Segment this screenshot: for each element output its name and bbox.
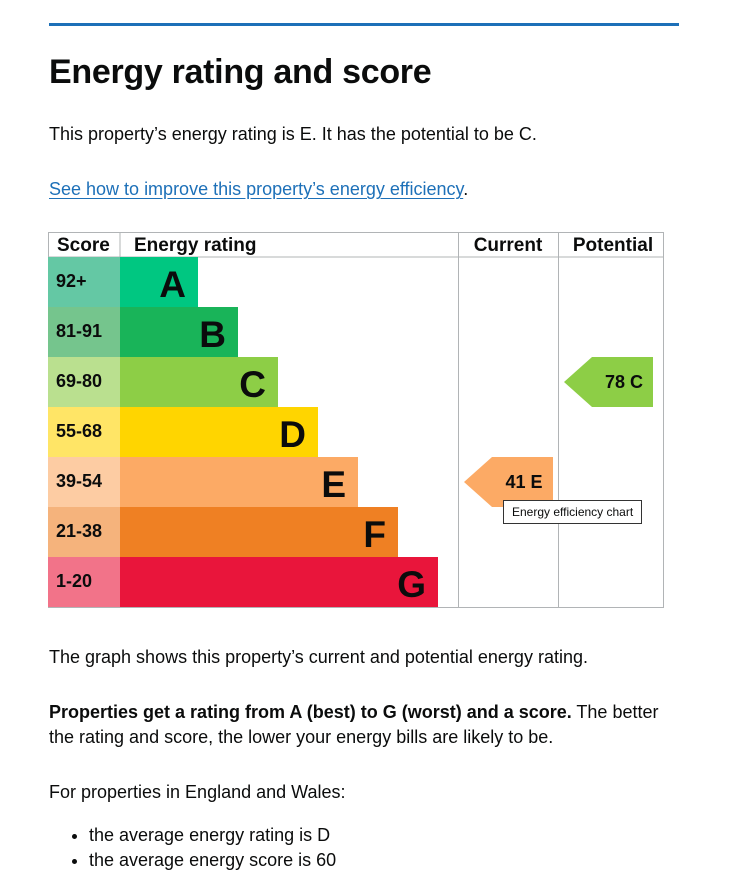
energy-rating-summary: This property’s energy rating is E. It h… <box>49 124 537 144</box>
score-range-d: 55-68 <box>56 421 102 441</box>
rating-letter-b: B <box>199 314 226 355</box>
improve-link-paragraph: See how to improve this property’s energ… <box>49 177 468 202</box>
ratings-explanation-rest: The better the rating and score, the low… <box>49 702 659 747</box>
average-score-item: the average energy score is 60 <box>89 848 336 873</box>
score-range-c: 69-80 <box>56 371 102 391</box>
score-range-b: 81-91 <box>56 321 102 341</box>
rating-bar-g <box>120 557 438 607</box>
rating-letter-e: E <box>321 464 346 505</box>
averages-list: the average energy rating is D the avera… <box>49 823 336 873</box>
rating-bar-c <box>120 357 278 407</box>
energy-efficiency-chart: Score Energy rating Current Potential 92+ A 81… <box>48 232 664 608</box>
rating-bar-e <box>120 457 358 507</box>
score-cell-e <box>48 457 120 507</box>
graph-caption: The graph shows this property’s current … <box>49 647 588 667</box>
score-cell-g <box>48 557 120 607</box>
page-title: Energy rating and score <box>49 53 432 91</box>
score-cell-b <box>48 307 120 357</box>
header-current: Current <box>474 235 543 256</box>
current-rating-arrow <box>464 457 553 507</box>
rating-letter-f: F <box>363 514 386 555</box>
potential-rating-label: 78 C <box>605 372 643 392</box>
rating-bar-a <box>120 257 198 307</box>
ratings-explanation: Properties get a rating from A (best) to… <box>49 700 679 750</box>
rating-letter-d: D <box>279 414 306 455</box>
improve-efficiency-link[interactable]: See how to improve this property’s energ… <box>49 179 464 199</box>
average-rating-item: the average energy rating is D <box>89 823 336 848</box>
header-energy-rating: Energy rating <box>134 235 256 256</box>
score-cell-c <box>48 357 120 407</box>
rating-letter-a: A <box>159 264 186 305</box>
chart-tooltip: Energy efficiency chart <box>503 500 643 524</box>
current-rating-label: 41 E <box>505 472 542 492</box>
rating-bar-d <box>120 407 318 457</box>
rating-letter-c: C <box>239 364 266 405</box>
score-cell-d <box>48 407 120 457</box>
score-range-e: 39-54 <box>56 471 102 491</box>
score-range-f: 21-38 <box>56 521 102 541</box>
potential-rating-arrow <box>564 357 653 407</box>
score-cell-f <box>48 507 120 557</box>
ratings-explanation-bold: Properties get a rating from A (best) to… <box>49 702 572 722</box>
header-potential: Potential <box>573 235 653 256</box>
score-range-a: 92+ <box>56 271 87 291</box>
link-trailing-period: . <box>463 179 469 199</box>
score-cell-a <box>48 257 120 307</box>
top-rule <box>49 23 679 26</box>
rating-bar-f <box>120 507 398 557</box>
rating-letter-g: G <box>397 564 426 605</box>
header-score: Score <box>57 235 110 256</box>
score-range-g: 1-20 <box>56 571 92 591</box>
rating-bar-b <box>120 307 238 357</box>
england-wales-intro: For properties in England and Wales: <box>49 782 346 802</box>
